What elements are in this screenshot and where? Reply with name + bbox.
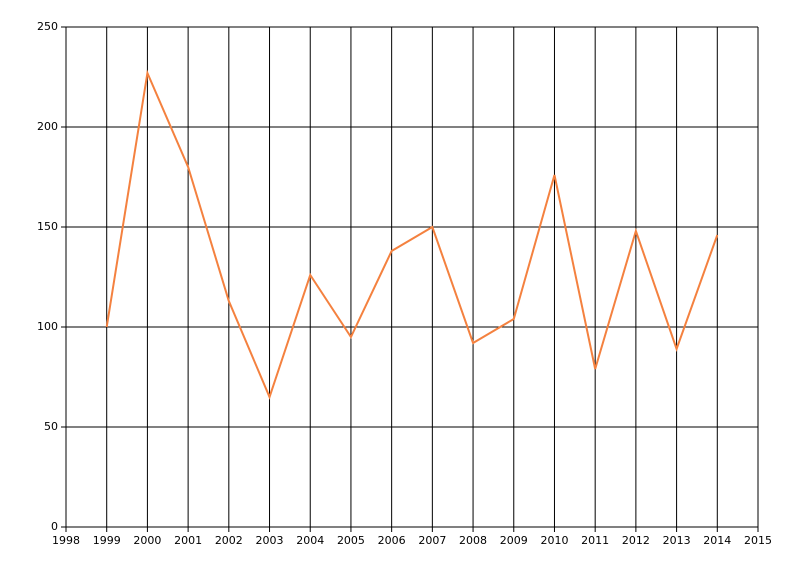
x-tick-label: 2015: [744, 534, 772, 547]
x-tick-label: 2004: [296, 534, 324, 547]
y-tick-label: 0: [51, 520, 58, 533]
x-tick-label: 1998: [52, 534, 80, 547]
y-tick-label: 150: [37, 220, 58, 233]
x-tick-label: 2013: [663, 534, 691, 547]
x-tick-label: 2009: [500, 534, 528, 547]
x-tick-label: 2014: [703, 534, 731, 547]
y-tick-label: 50: [44, 420, 58, 433]
y-tick-label: 100: [37, 320, 58, 333]
x-tick-label: 2002: [215, 534, 243, 547]
x-tick-label: 2003: [256, 534, 284, 547]
x-tick-label: 2006: [378, 534, 406, 547]
x-tick-label: 2008: [459, 534, 487, 547]
x-tick-label: 2010: [540, 534, 568, 547]
y-tick-label: 200: [37, 120, 58, 133]
x-tick-label: 2011: [581, 534, 609, 547]
line-series: [105, 69, 719, 400]
x-tick-label: 2012: [622, 534, 650, 547]
x-tick-label: 1999: [93, 534, 121, 547]
x-tick-label: 2007: [418, 534, 446, 547]
x-tick-label: 2001: [174, 534, 202, 547]
x-tick-label: 2000: [133, 534, 161, 547]
y-tick-label: 250: [37, 20, 58, 33]
x-tick-label: 2005: [337, 534, 365, 547]
